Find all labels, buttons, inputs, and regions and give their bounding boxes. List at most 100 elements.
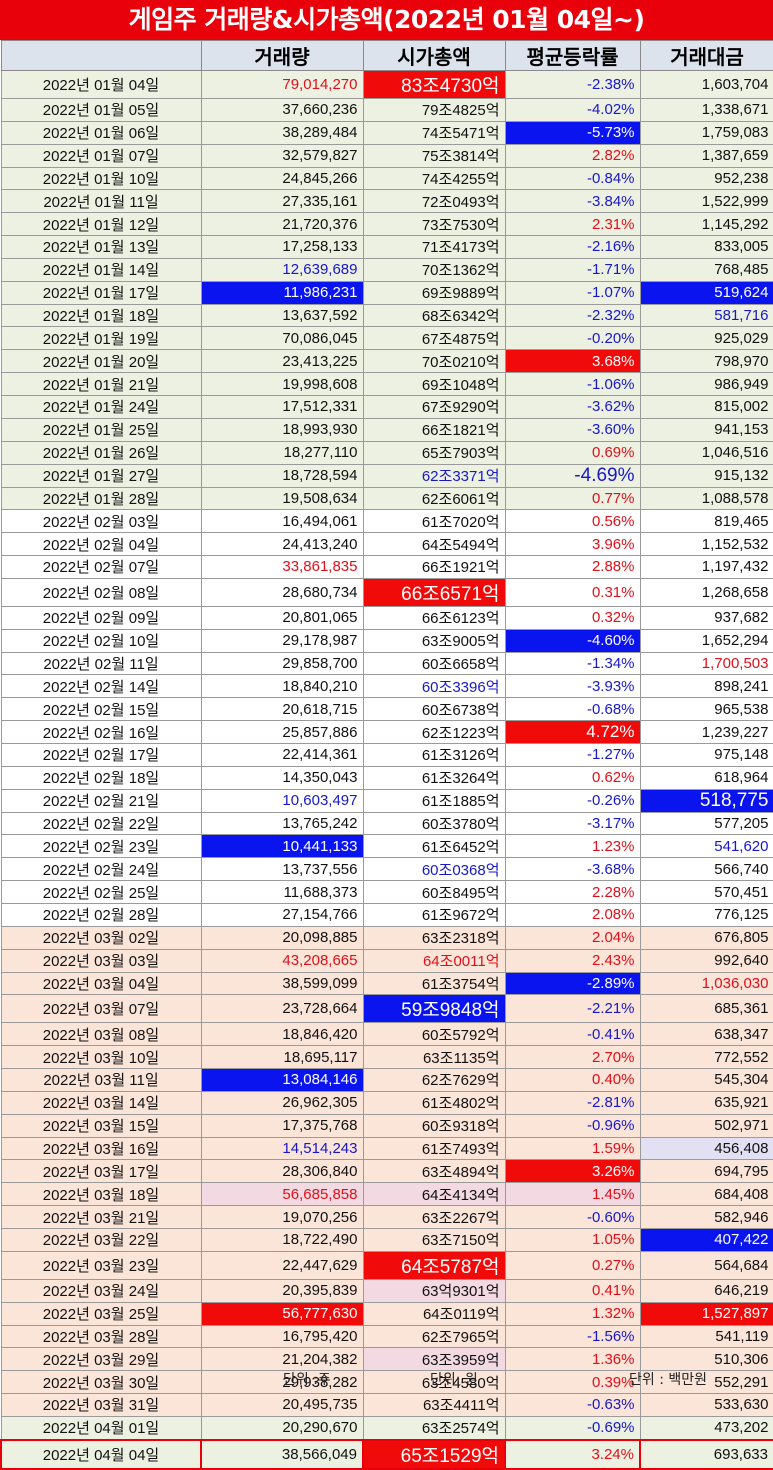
cell-trading-value: 772,552 [639,1045,773,1070]
cell-volume: 28,680,734 [200,577,364,607]
cell-average-change: -1.56% [504,1324,641,1349]
table-row: 2022년 02월 21일 10,603,497 61조1885억 -0.26% 518… [0,788,773,813]
cell-trading-value: 635,921 [639,1090,773,1115]
cell-volume: 27,335,161 [200,189,364,214]
cell-market-cap: 71조4173억 [362,235,506,259]
cell-volume: 38,289,484 [200,120,364,145]
cell-trading-value: 819,465 [639,509,773,534]
table-row: 2022년 03월 31일 20,495,735 63조4411억 -0.63% 533… [0,1393,773,1417]
cell-market-cap: 60조6738억 [362,697,506,722]
cell-market-cap: 64조5787억 [362,1250,506,1280]
header-market-cap: 시가총액 [362,40,506,71]
table-row: 2022년 01월 17일 11,986,231 69조9889억 -1.07% 519… [0,280,773,305]
cell-market-cap: 69조9889억 [362,280,506,305]
table-row: 2022년 01월 25일 18,993,930 66조1821억 -3.60% 941… [0,417,773,442]
cell-trading-value: 407,422 [639,1227,773,1252]
cell-volume: 27,154,766 [200,903,364,927]
table-row: 2022년 01월 27일 18,728,594 62조3371억 -4.69% 915… [0,463,773,488]
cell-market-cap: 67조9290억 [362,394,506,419]
cell-date: 2022년 01월 28일 [0,486,202,511]
cell-average-change: 2.28% [504,880,641,904]
cell-market-cap: 60조5792억 [362,1022,506,1047]
cell-trading-value: 502,971 [639,1113,773,1138]
cell-market-cap: 61조3126억 [362,742,506,767]
table-row: 2022년 02월 18일 14,350,043 61조3264억 0.62% 618,… [0,765,773,790]
cell-average-change: 4.72% [504,720,641,744]
cell-volume: 37,660,236 [200,98,364,122]
cell-market-cap: 62조6061억 [362,486,506,511]
cell-date: 2022년 01월 20일 [0,349,202,374]
table-row: 2022년 01월 04일 79,014,270 83조4730억 -2.38% 1,6… [0,70,773,99]
cell-volume: 20,098,885 [200,925,364,950]
header-average-change: 평균등락률 [504,40,641,71]
cell-date: 2022년 03월 21일 [0,1205,202,1229]
cell-volume: 18,728,594 [200,463,364,488]
cell-average-change: -3.68% [504,857,641,882]
table-row: 2022년 01월 13일 17,258,133 71조4173억 -2.16% 833… [0,235,773,259]
cell-volume: 21,204,382 [200,1347,364,1372]
table-row: 2022년 03월 02일 20,098,885 63조2318억 2.04% 676,… [0,925,773,950]
table-row: 2022년 01월 05일 37,660,236 79조4825억 -4.02% 1,3… [0,98,773,122]
cell-market-cap: 63조4894억 [362,1159,506,1184]
cell-volume: 38,599,099 [200,971,364,996]
cell-market-cap: 72조0493억 [362,189,506,214]
cell-volume: 11,688,373 [200,880,364,904]
cell-trading-value: 581,716 [639,303,773,328]
cell-average-change: 1.32% [504,1301,641,1326]
cell-average-change: -2.16% [504,235,641,259]
cell-trading-value: 1,700,503 [639,651,773,676]
cell-volume: 29,858,700 [200,651,364,676]
table-row: 2022년 01월 11일 27,335,161 72조0493억 -3.84% 1,5… [0,189,773,214]
cell-date: 2022년 01월 06일 [0,120,202,145]
cell-volume: 20,495,735 [200,1393,364,1417]
cell-volume: 26,962,305 [200,1090,364,1115]
header-volume: 거래량 [200,40,364,71]
table-row: 2022년 03월 04일 38,599,099 61조3754억 -2.89% 1,0… [0,971,773,996]
cell-trading-value: 768,485 [639,257,773,282]
cell-market-cap: 66조6123억 [362,605,506,630]
cell-market-cap: 63억9301억 [362,1278,506,1303]
cell-market-cap: 75조3814억 [362,143,506,168]
cell-trading-value: 937,682 [639,605,773,630]
cell-market-cap: 63조7150억 [362,1227,506,1252]
cell-date: 2022년 02월 15일 [0,697,202,722]
cell-volume: 10,603,497 [200,788,364,813]
cell-date: 2022년 03월 18일 [0,1182,202,1207]
cell-volume: 19,508,634 [200,486,364,511]
table-row: 2022년 03월 16일 14,514,243 61조7493억 1.59% 456,… [0,1136,773,1161]
cell-average-change: -3.60% [504,417,641,442]
cell-date: 2022년 04월 01일 [0,1415,202,1441]
cell-date: 2022년 01월 07일 [0,143,202,168]
cell-date: 2022년 02월 22일 [0,811,202,836]
cell-date: 2022년 01월 27일 [0,463,202,488]
cell-volume: 16,795,420 [200,1324,364,1349]
cell-trading-value: 564,684 [639,1250,773,1280]
cell-date: 2022년 02월 18일 [0,765,202,790]
table-row: 2022년 01월 21일 19,998,608 69조1048억 -1.06% 986… [0,372,773,396]
cell-average-change: -0.96% [504,1113,641,1138]
cell-date: 2022년 03월 11일 [0,1068,202,1092]
table-row: 2022년 03월 14일 26,962,305 61조4802억 -2.81% 635… [0,1090,773,1115]
cell-volume: 18,277,110 [200,440,364,465]
cell-volume: 56,777,630 [200,1301,364,1326]
cell-volume: 11,986,231 [200,280,364,305]
table-row: 2022년 03월 18일 56,685,858 64조4134억 1.45% 684,… [0,1182,773,1207]
cell-market-cap: 63조1135억 [362,1045,506,1070]
cell-volume: 24,845,266 [200,166,364,191]
cell-trading-value: 1,522,999 [639,189,773,214]
cell-average-change: 0.32% [504,605,641,630]
cell-average-change: 2.43% [504,948,641,973]
cell-average-change: 0.56% [504,509,641,534]
cell-average-change: 2.88% [504,555,641,579]
table-row: 2022년 02월 10일 29,178,987 63조9005억 -4.60% 1,6… [0,628,773,653]
cell-volume: 20,290,670 [200,1415,364,1441]
cell-market-cap: 60조3396억 [362,674,506,699]
cell-trading-value: 833,005 [639,235,773,259]
cell-market-cap: 65조1529억 [362,1438,506,1470]
cell-trading-value: 684,408 [639,1182,773,1207]
cell-trading-value: 1,036,030 [639,971,773,996]
cell-date: 2022년 01월 19일 [0,326,202,351]
cell-trading-value: 456,408 [639,1136,773,1161]
cell-trading-value: 986,949 [639,372,773,396]
cell-market-cap: 74조4255억 [362,166,506,191]
